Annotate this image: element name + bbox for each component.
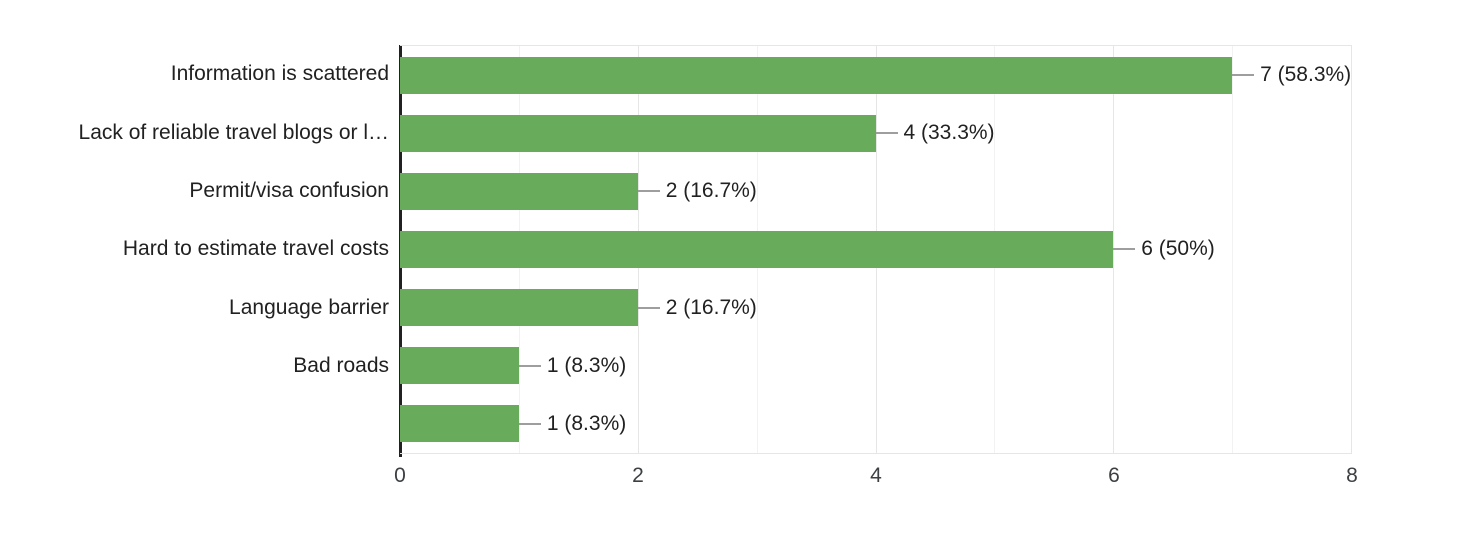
value-label: 2 (16.7%) <box>665 295 757 319</box>
gridline <box>1232 46 1234 453</box>
category-label: Information is scattered <box>170 62 389 86</box>
value-label: 2 (16.7%) <box>665 179 757 203</box>
x-tick-label: 2 <box>632 464 644 487</box>
bar <box>400 114 876 152</box>
leader-line <box>518 422 541 425</box>
bar <box>400 56 1233 94</box>
bar-row: 1 (8.3%) <box>400 395 1351 453</box>
category-label: Hard to estimate travel costs <box>122 237 389 261</box>
category-label: Language barrier <box>229 295 389 319</box>
category-label: Permit/visa confusion <box>189 179 389 203</box>
bar-row: 1 (8.3%) <box>400 337 1351 395</box>
bar <box>400 405 519 443</box>
bar-row: 7 (58.3%) <box>400 46 1351 104</box>
bar-row: 4 (33.3%) <box>400 104 1351 162</box>
category-label: Bad roads <box>293 354 389 378</box>
x-tick-label: 4 <box>870 464 882 487</box>
x-tick-label: 6 <box>1108 464 1120 487</box>
leader-line <box>1232 74 1255 77</box>
leader-line <box>518 364 541 367</box>
x-tick-label: 8 <box>1346 464 1358 487</box>
category-axis: Information is scattered Lack of reliable… <box>0 45 392 454</box>
category-label <box>0 396 392 454</box>
leader-line <box>637 306 660 309</box>
bar <box>400 230 1114 268</box>
x-axis-tick-labels: 0 2 4 6 8 <box>394 464 1358 492</box>
value-label: 1 (8.3%) <box>546 411 627 435</box>
bar-row: 6 (50%) <box>400 220 1351 278</box>
bar <box>400 347 519 385</box>
bar <box>400 289 638 327</box>
category-label: Lack of reliable travel blogs or l… <box>78 120 389 144</box>
leader-line <box>637 190 660 193</box>
leader-line <box>1113 248 1136 251</box>
bar-row: 2 (16.7%) <box>400 162 1351 220</box>
bar-row: 2 (16.7%) <box>400 279 1351 337</box>
value-label: 6 (50%) <box>1141 237 1215 261</box>
leader-line <box>875 132 898 135</box>
value-label: 1 (8.3%) <box>546 353 627 377</box>
value-label: 4 (33.3%) <box>903 121 995 145</box>
bar <box>400 172 638 210</box>
bars-layer: 7 (58.3%) 4 (33.3%) 2 (16.7%) 6 (50%) 2 (16.… <box>400 46 1351 453</box>
x-tick-label: 0 <box>394 464 406 487</box>
value-label: 7 (58.3%) <box>1260 63 1352 87</box>
plot-area: 7 (58.3%) 4 (33.3%) 2 (16.7%) 6 (50%) 2 (16.… <box>400 45 1352 454</box>
